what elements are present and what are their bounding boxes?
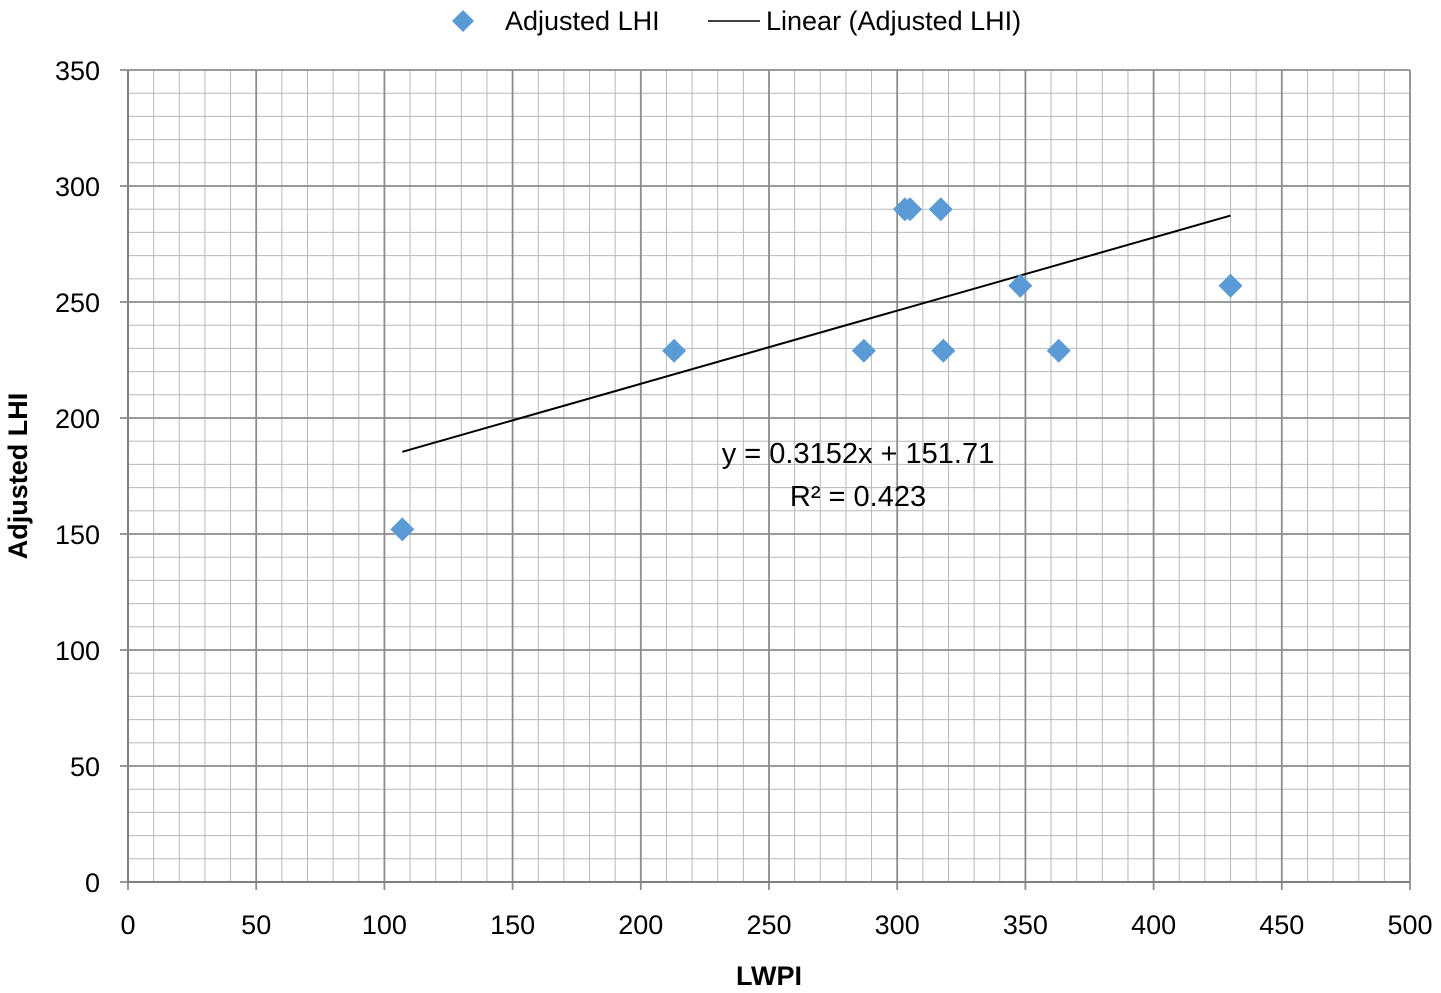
data-point-diamond: [390, 517, 415, 542]
trendline-layer: [402, 214, 1231, 453]
y-tick-labels: 0 50 100 150 200 250 300 350: [55, 56, 100, 898]
data-point-diamond: [898, 197, 923, 222]
x-tick-label: 100: [362, 910, 407, 940]
r-squared-label: R² = 0.423: [790, 481, 926, 513]
x-tick-labels: 0 50 100 150 200 250 300 350 400 450 500: [120, 910, 1432, 940]
data-point-diamond: [1218, 273, 1243, 298]
data-point-diamond: [1046, 338, 1071, 363]
y-tick-label: 200: [55, 404, 100, 434]
x-tick-label: 0: [120, 910, 135, 940]
legend-trendline-label: Linear (Adjusted LHI): [766, 6, 1021, 36]
data-point-diamond: [662, 338, 687, 363]
y-axis-title: Adjusted LHI: [3, 393, 33, 560]
legend-series-label: Adjusted LHI: [505, 6, 660, 36]
x-tick-label: 300: [875, 910, 920, 940]
x-tick-label: 50: [241, 910, 271, 940]
y-tick-label: 250: [55, 288, 100, 318]
x-axis-title: LWPI: [736, 961, 802, 991]
axes: [127, 70, 1410, 883]
trendline-equation: y = 0.3152x + 151.71: [722, 438, 995, 470]
x-tick-label: 450: [1259, 910, 1304, 940]
data-point-diamond: [851, 338, 876, 363]
legend: Adjusted LHI Linear (Adjusted LHI): [452, 6, 1021, 36]
y-tick-label: 100: [55, 636, 100, 666]
y-tick-label: 350: [55, 56, 100, 86]
data-point-diamond: [928, 197, 953, 222]
y-tick-label: 0: [85, 868, 100, 898]
x-tick-label: 400: [1131, 910, 1176, 940]
y-tick-label: 300: [55, 172, 100, 202]
major-gridlines: [120, 69, 1411, 890]
data-point-diamond: [931, 338, 956, 363]
legend-diamond-marker: [452, 10, 474, 32]
y-tick-label: 150: [55, 520, 100, 550]
linear-trendline: [402, 214, 1231, 453]
x-tick-label: 200: [618, 910, 663, 940]
x-tick-label: 350: [1003, 910, 1048, 940]
x-tick-label: 150: [490, 910, 535, 940]
minor-gridlines: [128, 70, 1410, 882]
x-tick-label: 500: [1387, 910, 1432, 940]
x-tick-label: 250: [746, 910, 791, 940]
data-point-diamond: [1008, 273, 1033, 298]
y-tick-label: 50: [70, 752, 100, 782]
data-points: [390, 197, 1243, 542]
